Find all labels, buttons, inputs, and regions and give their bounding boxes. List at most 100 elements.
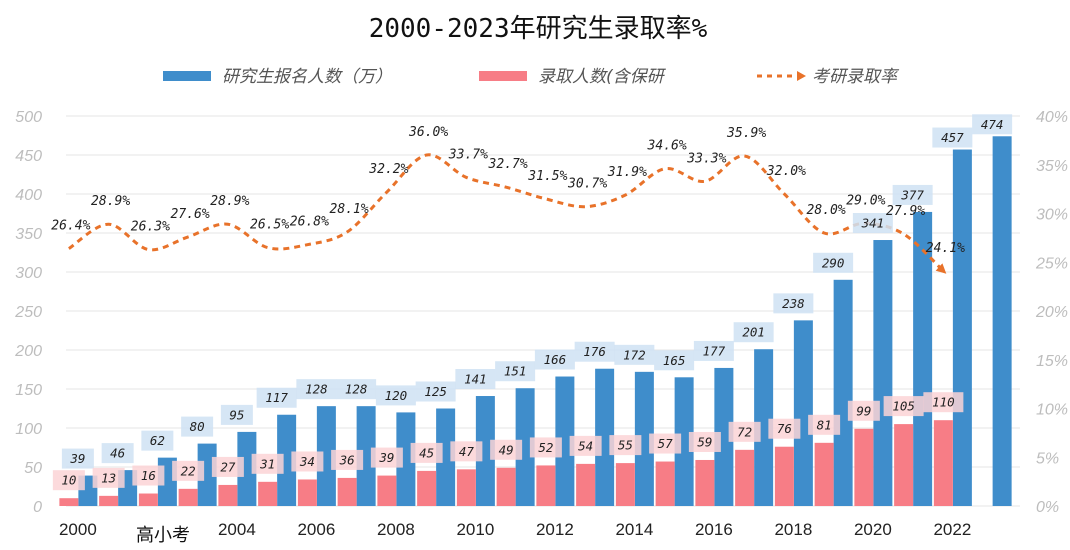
applicants-value-label: 341 — [861, 216, 885, 231]
legend-swatch-admitted — [479, 71, 527, 81]
admitted-bar — [615, 463, 635, 506]
rate-labels: 26.4%28.9%26.3%27.6%28.9%26.5% 26.8%28.1%… — [51, 125, 965, 256]
applicants-value-label: 151 — [504, 364, 527, 379]
applicants-value-label: 95 — [229, 407, 244, 422]
y-tick-label-right: 40% — [1036, 109, 1068, 126]
applicants-bar — [237, 431, 257, 506]
admitted-value-label-bg — [52, 470, 85, 491]
rate-value-label: 31.9% — [607, 165, 647, 180]
applicants-bar — [992, 136, 1012, 506]
admitted-value-label: 81 — [817, 417, 832, 432]
x-tick-label: 2018 — [774, 520, 812, 539]
admitted-value-label: 55 — [618, 438, 633, 453]
rate-value-label: 24.1% — [926, 241, 965, 256]
admitted-bar — [59, 498, 79, 506]
applicants-value-label-bg — [534, 349, 575, 370]
applicants-value-label: 457 — [941, 130, 964, 145]
admitted-value-label-bg — [688, 431, 721, 452]
y-tick-label-right: 10% — [1036, 402, 1068, 419]
admitted-bars — [59, 420, 953, 506]
applicants-value-label: 165 — [663, 353, 686, 368]
applicants-value-label: 238 — [782, 296, 805, 311]
applicants-value-label: 125 — [424, 384, 447, 399]
x-tick-label: 2020 — [854, 520, 892, 539]
admitted-value-label: 57 — [658, 436, 674, 451]
admitted-bar — [258, 481, 278, 506]
y-tick-label-left: 50 — [24, 460, 42, 477]
caption-watermark: 高小考 — [136, 525, 190, 546]
rate-value-label: 33.7% — [448, 147, 488, 162]
admitted-value-label: 39 — [378, 450, 394, 465]
rate-value-label: 28.9% — [91, 194, 130, 209]
applicants-labels: 39 46 62 80 95 117 128 128 120 125 141 151 166 176 172… — [61, 114, 1013, 469]
applicants-value-label-bg — [733, 322, 774, 343]
admitted-value-label: 54 — [578, 438, 593, 453]
admitted-value-label-bg — [370, 447, 403, 468]
x-tick-label: 2014 — [615, 520, 653, 539]
rate-value-label: 28.0% — [807, 203, 846, 218]
admitted-bar — [933, 420, 953, 506]
applicants-value-label: 128 — [345, 382, 368, 397]
applicants-bars — [78, 136, 1012, 507]
applicants-bar — [674, 377, 694, 506]
y-tick-label-right: 35% — [1036, 158, 1068, 175]
rate-value-label: 32.0% — [766, 164, 806, 179]
admitted-value-label: 34 — [299, 454, 315, 469]
admitted-labels: 10 13 16 22 27 31 34 36 39 45 47 49 52 54 55 57 59 72 76 81… — [52, 392, 964, 491]
applicants-value-label: 46 — [110, 446, 125, 461]
admitted-bar — [138, 493, 158, 506]
admitted-value-label: 52 — [538, 440, 553, 455]
applicants-bar — [396, 412, 416, 506]
admitted-value-label: 72 — [737, 424, 752, 439]
y-tick-label-left: 150 — [15, 382, 42, 399]
applicants-value-label: 120 — [385, 388, 408, 403]
chart-title: 2000-2023年研究生录取率% — [369, 14, 708, 44]
applicants-value-label-bg — [932, 127, 973, 148]
x-tick-label: 2000 — [59, 520, 97, 539]
admitted-value-label: 99 — [856, 403, 871, 418]
applicants-value-label-bg — [336, 379, 377, 400]
applicants-value-label-bg — [415, 381, 456, 402]
applicants-value-label-bg — [693, 340, 734, 361]
rate-value-label: 32.7% — [488, 157, 528, 172]
y-axis-left: 0 50 100 150 200 250 300 350 400 450 500 — [14, 109, 42, 516]
admitted-value-label-bg — [728, 421, 761, 442]
admitted-bar — [218, 484, 238, 506]
admitted-bar — [576, 463, 596, 506]
rate-value-label: 27.6% — [171, 207, 210, 222]
legend-arrow-rate — [797, 71, 806, 81]
rate-value-label: 35.9% — [726, 126, 766, 141]
rate-value-label: 29.0% — [846, 193, 885, 208]
applicants-value-label-bg — [495, 361, 536, 382]
rate-value-label: 34.6% — [647, 139, 687, 154]
admitted-value-label-bg — [172, 460, 205, 481]
admitted-value-label-bg — [331, 449, 364, 470]
admitted-bar — [774, 446, 794, 506]
applicants-value-label-bg — [220, 404, 253, 425]
admitted-bar — [854, 428, 874, 506]
applicants-bar — [555, 376, 575, 506]
applicants-value-label-bg — [141, 430, 174, 451]
applicants-bar — [873, 240, 893, 506]
applicants-value-label: 141 — [464, 372, 487, 387]
admitted-value-label-bg — [609, 435, 642, 456]
admitted-value-label-bg — [211, 456, 244, 477]
x-tick-label: 2008 — [377, 520, 415, 539]
applicants-bar — [515, 388, 535, 506]
admitted-value-label: 49 — [499, 442, 514, 457]
y-tick-label-left: 100 — [15, 421, 42, 438]
applicants-value-label-bg — [256, 387, 297, 408]
x-tick-label: 2004 — [218, 520, 256, 539]
applicants-value-label-bg — [813, 252, 854, 273]
admitted-bar — [536, 465, 556, 506]
applicants-value-label: 80 — [190, 419, 205, 434]
y-tick-label-right: 30% — [1036, 207, 1068, 224]
applicants-value-label-bg — [852, 213, 893, 234]
admitted-value-label: 22 — [181, 463, 196, 478]
admitted-bar — [178, 488, 198, 506]
y-tick-label-left: 200 — [14, 343, 42, 360]
applicants-value-label-bg — [574, 341, 615, 362]
y-tick-label-left: 450 — [15, 148, 42, 165]
applicants-value-label-bg — [101, 443, 134, 464]
